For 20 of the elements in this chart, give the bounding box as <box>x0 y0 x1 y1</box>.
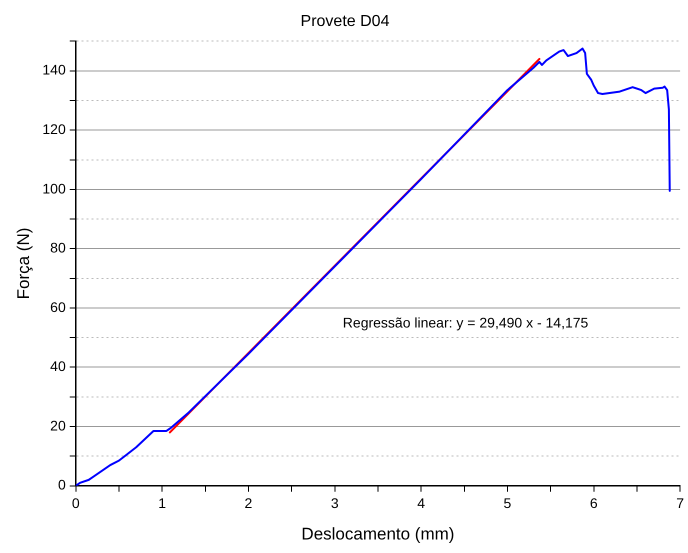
x-axis-title: Deslocamento (mm) <box>301 524 454 544</box>
y-tick-label: 20 <box>50 417 66 434</box>
y-tick-label: 60 <box>50 298 66 315</box>
chart-title: Provete D04 <box>300 13 390 30</box>
x-tick-label: 1 <box>158 495 166 512</box>
y-tick-label: 140 <box>42 62 66 78</box>
x-tick-label: 5 <box>504 495 512 512</box>
y-axis-title: Força (N) <box>14 228 33 300</box>
x-tick-label: 2 <box>244 495 253 512</box>
x-tick-label: 6 <box>590 495 598 512</box>
y-tick-label: 40 <box>50 358 66 374</box>
x-tick-label: 7 <box>676 495 684 512</box>
annotation: Regressão linear: y = 29,490 x - 14,175 <box>342 314 589 330</box>
y-tick-label: 0 <box>58 476 66 493</box>
x-tick-label: 3 <box>330 495 339 512</box>
y-tick-label: 120 <box>42 120 66 137</box>
y-tick-label: 100 <box>42 180 66 196</box>
x-tick-label: 0 <box>72 495 80 512</box>
y-tick-label: 80 <box>50 240 66 256</box>
x-tick-label: 4 <box>417 495 426 512</box>
